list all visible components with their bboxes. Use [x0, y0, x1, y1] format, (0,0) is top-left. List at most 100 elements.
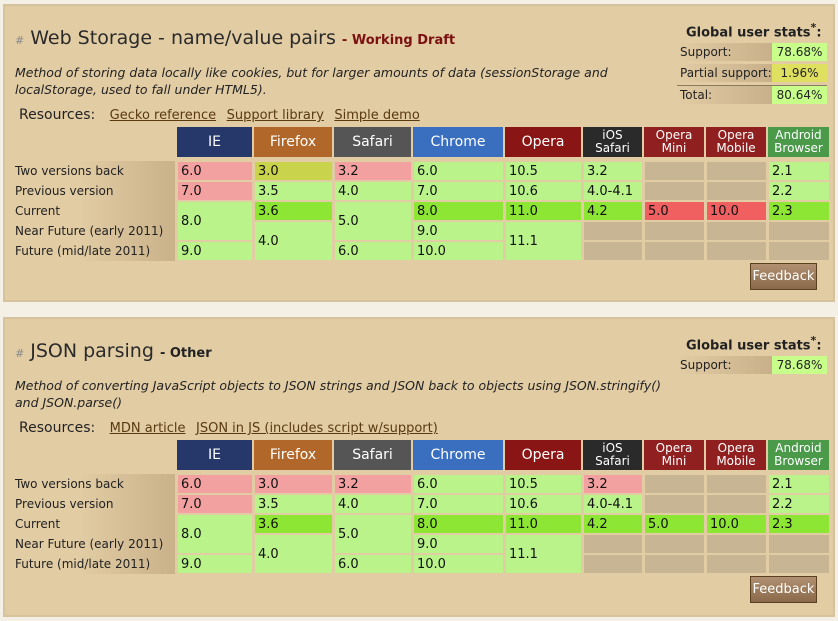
version-cell: 3.2	[583, 161, 643, 181]
browser-header-chrome: Chrome	[413, 440, 503, 470]
version-cell	[706, 534, 767, 554]
feature-description: Method of storing data locally like cook…	[15, 65, 608, 97]
version-cell: 4.0	[334, 181, 412, 201]
browser-header-opera: Opera	[505, 440, 581, 470]
version-cell	[706, 221, 767, 241]
version-cell: 7.0	[413, 494, 504, 514]
version-cell: 6.0	[413, 474, 504, 494]
browser-header-opera-mini: Opera Mini	[644, 127, 704, 157]
version-cell: 10.0	[413, 554, 504, 574]
version-cell: 10.0	[706, 201, 767, 221]
anchor-hash-link[interactable]: #	[15, 34, 25, 47]
row-label: Previous version	[15, 181, 175, 201]
stats-value: 78.68%	[772, 43, 827, 61]
feature-title: # JSON parsing - Other	[15, 340, 212, 362]
stats-label: Support:	[677, 43, 772, 61]
browser-header-opera-mobile: Opera Mobile	[706, 440, 766, 470]
version-cell: 7.0	[177, 494, 253, 514]
version-cell	[706, 474, 767, 494]
resources: Resources: Gecko reference Support libra…	[19, 107, 420, 123]
version-cell: 4.0-4.1	[583, 494, 643, 514]
row-label: Previous version	[15, 494, 175, 514]
version-cell: 10.0	[706, 514, 767, 534]
stats-row-support: Support: 78.68%	[677, 43, 827, 61]
feature-panel-json-parsing: # JSON parsing - Other Method of converti…	[3, 317, 835, 617]
version-cell: 5.0	[334, 514, 412, 554]
version-cell: 7.0	[413, 181, 504, 201]
row-label: Current	[15, 201, 175, 221]
version-cell	[583, 241, 643, 261]
version-cell: 10.5	[505, 161, 582, 181]
version-cell	[644, 241, 705, 261]
stats-value: 78.68%	[772, 356, 827, 374]
stats-row-total: Total: 80.64%	[677, 86, 827, 104]
anchor-hash-link[interactable]: #	[15, 347, 25, 360]
version-cell: 8.0	[413, 514, 504, 534]
version-cell: 4.2	[583, 514, 643, 534]
version-cell: 8.0	[177, 201, 253, 241]
feedback-button[interactable]: Feedback	[750, 263, 817, 290]
browser-header-firefox: Firefox	[254, 127, 332, 157]
version-cell: 11.0	[505, 201, 582, 221]
row-label: Near Future (early 2011)	[15, 534, 175, 554]
version-cell	[644, 554, 705, 574]
version-cell: 6.0	[334, 241, 412, 261]
resource-link-support-library[interactable]: Support library	[226, 108, 324, 123]
version-cell	[768, 241, 830, 261]
browser-header-opera: Opera	[505, 127, 581, 157]
version-cell: 9.0	[413, 221, 504, 241]
version-cell: 3.5	[254, 181, 333, 201]
browser-header-ie: IE	[177, 127, 252, 157]
version-cell: 6.0	[334, 554, 412, 574]
version-cell: 3.2	[334, 161, 412, 181]
version-cell	[768, 221, 830, 241]
version-cell: 9.0	[177, 554, 253, 574]
version-cell: 3.0	[254, 474, 333, 494]
version-cell: 10.6	[505, 181, 582, 201]
version-cell: 7.0	[177, 181, 253, 201]
version-cell: 4.0	[334, 494, 412, 514]
version-cell: 5.0	[644, 201, 705, 221]
stats-label: Partial support:	[677, 64, 772, 82]
row-label: Future (mid/late 2011)	[15, 554, 175, 574]
browser-header-android-browser: Android Browser	[768, 440, 829, 470]
stats-title: Global user stats*:	[686, 21, 822, 41]
version-cell	[644, 181, 705, 201]
resource-link-json-in-js[interactable]: JSON in JS (includes script w/support)	[196, 421, 438, 436]
version-cell: 4.2	[583, 201, 643, 221]
stats-value: 1.96%	[772, 64, 827, 82]
version-cell: 5.0	[644, 514, 705, 534]
version-cell: 8.0	[413, 201, 504, 221]
version-cell: 6.0	[177, 161, 253, 181]
stats-title: Global user stats*:	[686, 334, 822, 354]
version-cell: 3.0	[254, 161, 333, 181]
resource-link-mdn-article[interactable]: MDN article	[109, 421, 186, 436]
version-cell	[706, 554, 767, 574]
resources-label: Resources:	[19, 107, 96, 123]
version-cell: 6.0	[413, 161, 504, 181]
feedback-button[interactable]: Feedback	[750, 576, 817, 603]
version-cell: 10.6	[505, 494, 582, 514]
version-cell	[644, 221, 705, 241]
resource-link-simple-demo[interactable]: Simple demo	[334, 108, 420, 123]
resource-link-gecko-reference[interactable]: Gecko reference	[109, 108, 217, 123]
version-cell	[706, 161, 767, 181]
version-cell: 4.0	[254, 221, 333, 261]
global-user-stats: Global user stats*: Support: 78.68%	[672, 328, 830, 378]
browser-header-safari: Safari	[334, 440, 411, 470]
version-cell: 9.0	[177, 241, 253, 261]
feature-title-text: JSON parsing	[30, 340, 154, 362]
version-cell: 2.2	[768, 494, 830, 514]
browser-header-opera-mini: Opera Mini	[644, 440, 704, 470]
version-cell: 2.2	[768, 181, 830, 201]
version-cell: 2.1	[768, 474, 830, 494]
browser-header-ios-safari: iOS Safari	[583, 127, 642, 157]
browser-header-chrome: Chrome	[413, 127, 503, 157]
stats-row-partial: Partial support: 1.96%	[677, 64, 827, 82]
stats-divider	[677, 85, 827, 86]
version-cell	[768, 534, 830, 554]
row-label: Two versions back	[15, 161, 175, 181]
version-cell: 3.6	[254, 514, 333, 534]
version-cell	[706, 494, 767, 514]
browser-header-safari: Safari	[334, 127, 411, 157]
